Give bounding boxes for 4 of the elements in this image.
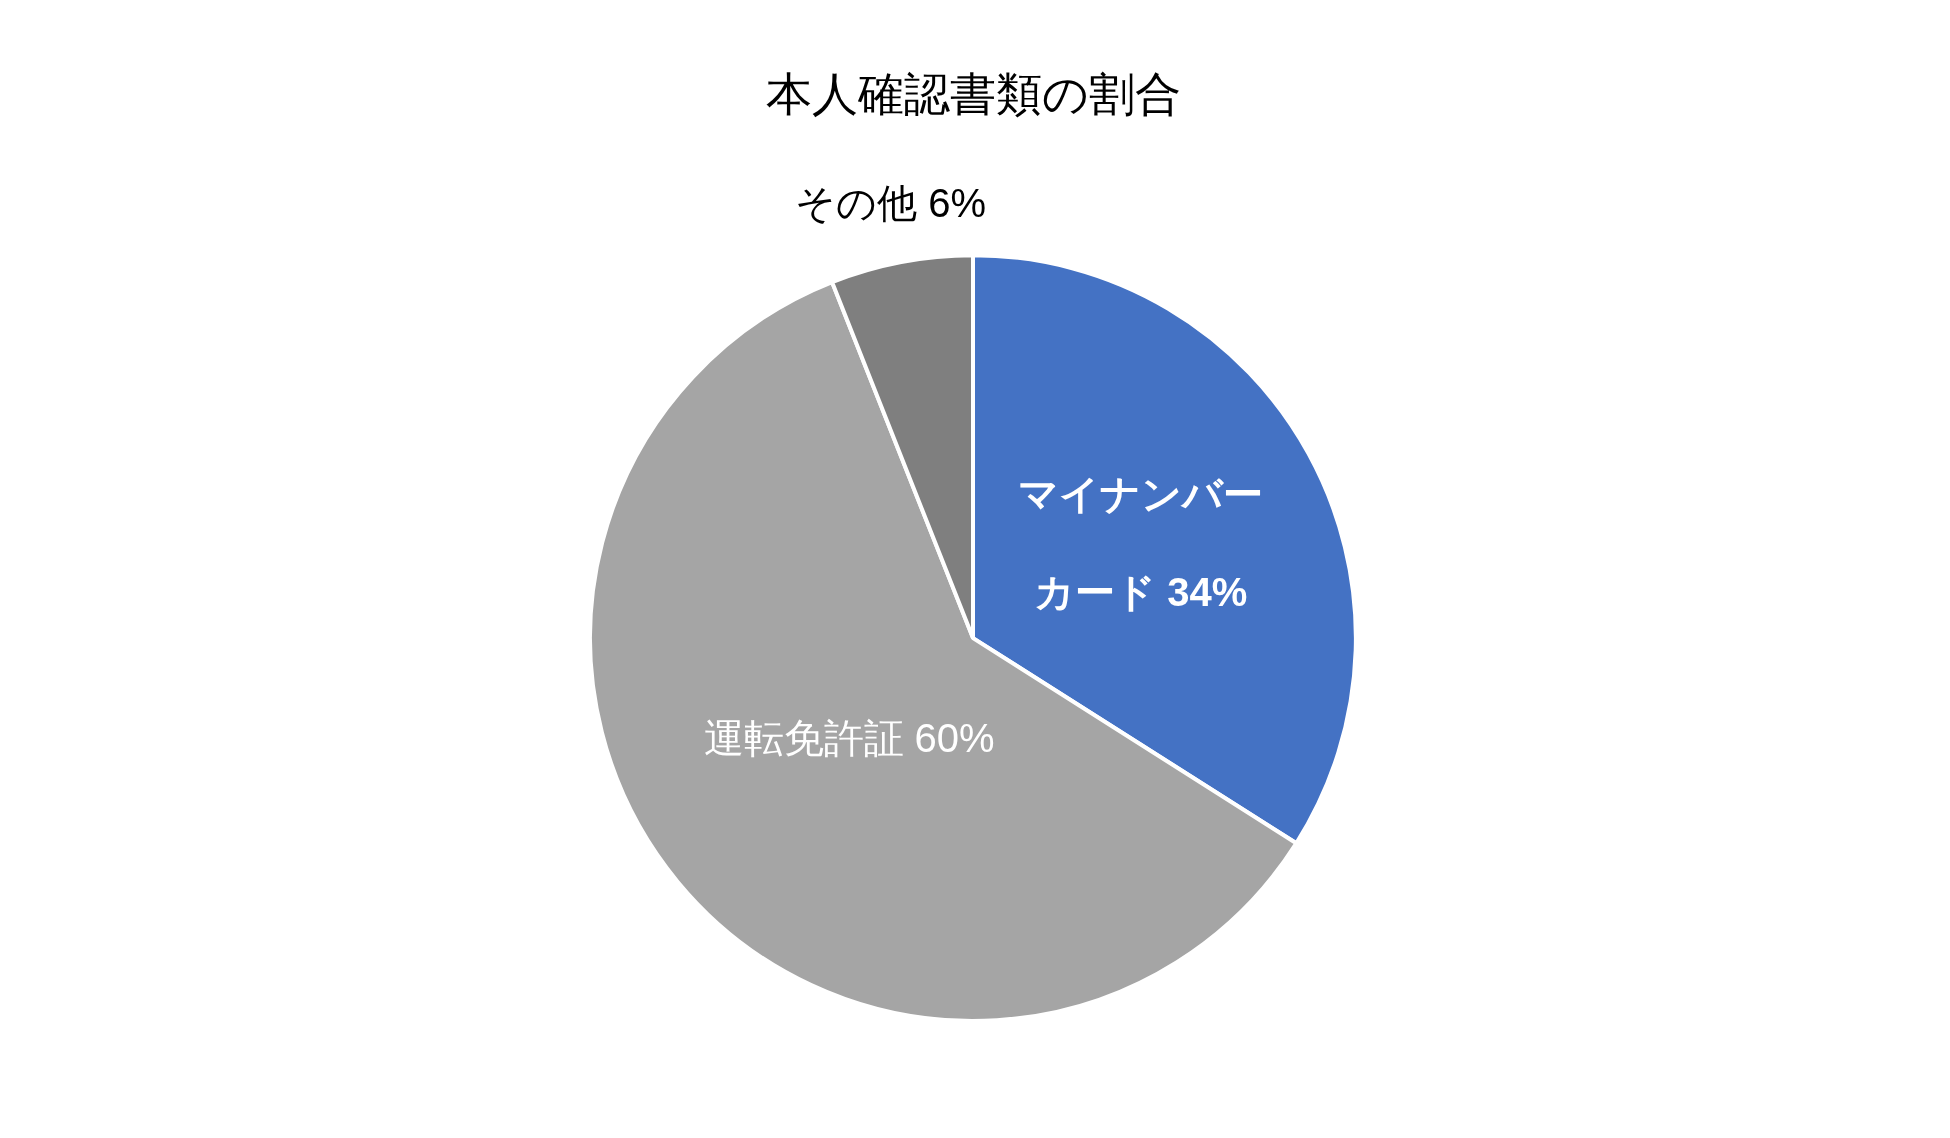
slice-label: 運転免許証 60% [703,715,995,760]
slice-label: その他 6% [795,180,986,225]
category-label: マイナンバーカード 34% [1018,471,1264,614]
chart-title: 本人確認書類の割合 [765,68,1181,121]
